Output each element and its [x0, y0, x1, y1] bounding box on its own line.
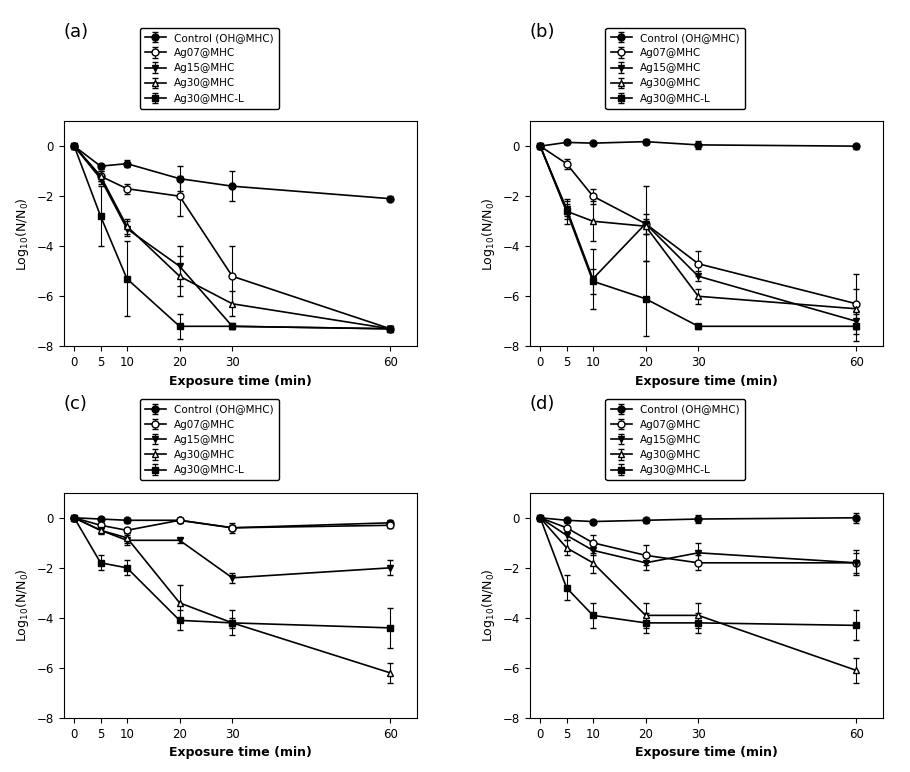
Text: (b): (b): [530, 23, 555, 41]
Y-axis label: Log$_{10}$(N/N$_0$): Log$_{10}$(N/N$_0$): [14, 197, 31, 271]
Legend: Control (OH@MHC), Ag07@MHC, Ag15@MHC, Ag30@MHC, Ag30@MHC-L: Control (OH@MHC), Ag07@MHC, Ag15@MHC, Ag…: [139, 28, 278, 109]
Legend: Control (OH@MHC), Ag07@MHC, Ag15@MHC, Ag30@MHC, Ag30@MHC-L: Control (OH@MHC), Ag07@MHC, Ag15@MHC, Ag…: [605, 399, 744, 480]
X-axis label: Exposure time (min): Exposure time (min): [168, 747, 311, 759]
Legend: Control (OH@MHC), Ag07@MHC, Ag15@MHC, Ag30@MHC, Ag30@MHC-L: Control (OH@MHC), Ag07@MHC, Ag15@MHC, Ag…: [605, 28, 744, 109]
Legend: Control (OH@MHC), Ag07@MHC, Ag15@MHC, Ag30@MHC, Ag30@MHC-L: Control (OH@MHC), Ag07@MHC, Ag15@MHC, Ag…: [139, 399, 278, 480]
Y-axis label: Log$_{10}$(N/N$_0$): Log$_{10}$(N/N$_0$): [14, 568, 31, 642]
X-axis label: Exposure time (min): Exposure time (min): [635, 374, 778, 388]
Y-axis label: Log$_{10}$(N/N$_0$): Log$_{10}$(N/N$_0$): [480, 568, 497, 642]
Text: (d): (d): [530, 394, 555, 413]
Y-axis label: Log$_{10}$(N/N$_0$): Log$_{10}$(N/N$_0$): [480, 197, 497, 271]
Text: (c): (c): [64, 394, 87, 413]
X-axis label: Exposure time (min): Exposure time (min): [635, 747, 778, 759]
X-axis label: Exposure time (min): Exposure time (min): [168, 374, 311, 388]
Text: (a): (a): [64, 23, 89, 41]
